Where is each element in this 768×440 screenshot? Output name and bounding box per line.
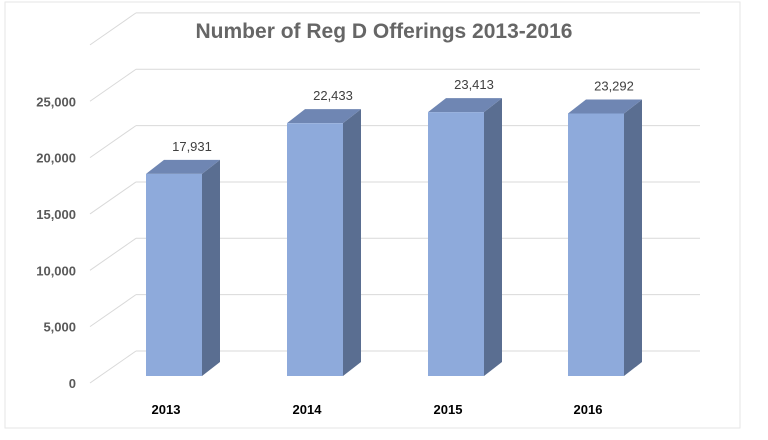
bar-side bbox=[484, 98, 502, 376]
bar-2014: 22,433 bbox=[287, 88, 361, 377]
bar-front bbox=[568, 113, 624, 377]
bar-top bbox=[568, 99, 642, 114]
y-tick-label: 20,000 bbox=[36, 151, 76, 166]
bar-side bbox=[343, 109, 361, 377]
y-tick-label: 5,000 bbox=[43, 320, 76, 335]
bar-2015: 23,413 bbox=[428, 77, 502, 376]
bar-2016: 23,292 bbox=[568, 78, 642, 377]
chart-title: Number of Reg D Offerings 2013-2016 bbox=[196, 20, 573, 43]
y-tick-label: 15,000 bbox=[36, 207, 76, 222]
bar-front bbox=[428, 112, 484, 376]
bar-side bbox=[624, 99, 642, 377]
data-label: 23,413 bbox=[454, 77, 494, 92]
bar-top bbox=[287, 109, 361, 124]
data-label: 23,292 bbox=[594, 78, 634, 93]
data-label: 17,931 bbox=[172, 139, 212, 154]
gridline-diagonal bbox=[89, 125, 137, 159]
x-tick-label: 2016 bbox=[574, 402, 603, 417]
data-label: 22,433 bbox=[313, 88, 353, 103]
gridline-diagonal bbox=[89, 294, 137, 328]
gridline-diagonal bbox=[89, 12, 137, 46]
gridline-diagonal bbox=[89, 237, 137, 271]
x-tick-label: 2015 bbox=[434, 402, 463, 417]
gridline-diagonal bbox=[89, 68, 137, 102]
bar-top bbox=[146, 159, 220, 174]
bar-front bbox=[146, 173, 202, 376]
y-tick-label: 25,000 bbox=[36, 94, 76, 109]
bar-front bbox=[287, 123, 343, 377]
bar-side bbox=[202, 159, 220, 376]
gridline-diagonal bbox=[89, 181, 137, 215]
x-tick-label: 2014 bbox=[293, 402, 323, 417]
x-tick-label: 2013 bbox=[152, 402, 181, 417]
y-tick-label: 0 bbox=[69, 376, 76, 391]
bar-2013: 17,931 bbox=[146, 139, 220, 376]
y-tick-label: 10,000 bbox=[36, 263, 76, 278]
bar-top bbox=[428, 98, 502, 113]
gridline-diagonal bbox=[89, 350, 137, 384]
